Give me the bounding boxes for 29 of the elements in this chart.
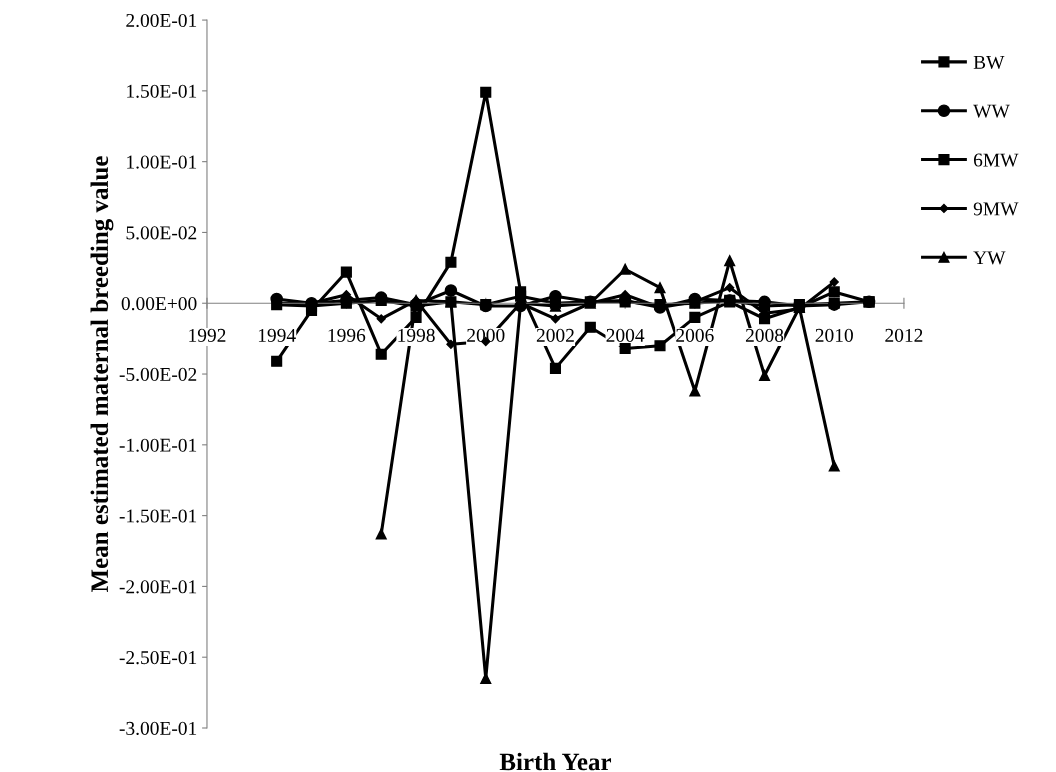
y-tick-label: 5.00E-02 — [126, 226, 197, 240]
y-tick-label: -1.50E-01 — [119, 509, 197, 523]
x-tick-label: 2004 — [606, 328, 645, 342]
x-tick-label: 1998 — [398, 328, 435, 342]
x-tick-label: 2010 — [815, 328, 853, 342]
x-tick-label: 2012 — [885, 328, 923, 342]
x-tick-label: 1994 — [258, 328, 296, 342]
y-tick-label: -5.00E-02 — [119, 367, 197, 382]
y-tick-label: 0.00E+00 — [121, 297, 197, 311]
legend-label: 9MW — [973, 202, 1019, 216]
x-tick-label: 2008 — [745, 328, 784, 342]
y-tick-label: 1.50E-01 — [127, 84, 197, 98]
legend-label: WW — [973, 104, 1010, 118]
x-tick-label: 1992 — [189, 328, 226, 342]
legend-label: BW — [973, 55, 1005, 69]
y-tick-label: 2.00E-01 — [126, 13, 197, 28]
x-tick-label: 2006 — [676, 328, 714, 342]
x-tick-label: 1996 — [328, 328, 366, 342]
legend-label: 6MW — [973, 153, 1019, 167]
y-tick-label: 1.00E-01 — [127, 155, 197, 169]
y-tick-label: -2.00E-01 — [119, 580, 197, 594]
x-tick-label: 2002 — [536, 328, 574, 342]
x-axis-title: Birth Year — [499, 752, 612, 771]
y-axis-title: Mean estimated maternal breeding value — [90, 156, 114, 593]
y-tick-label: -1.00E-01 — [119, 438, 197, 452]
y-tick-label: -3.00E-01 — [119, 721, 197, 736]
legend-label: YW — [973, 251, 1006, 265]
x-tick-label: 2000 — [467, 328, 505, 342]
y-tick-label: -2.50E-01 — [119, 651, 197, 665]
